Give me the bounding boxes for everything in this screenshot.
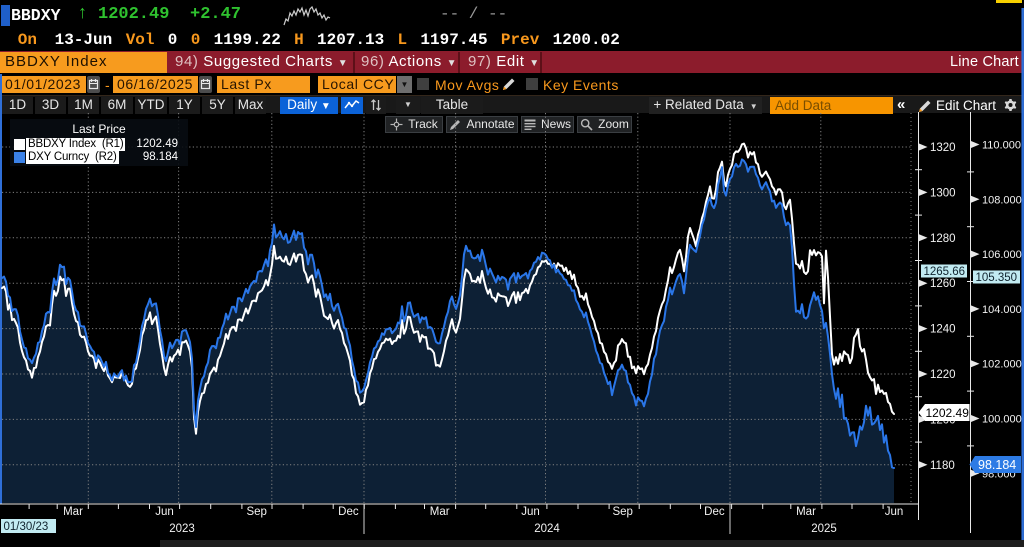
svg-text:100.000: 100.000 [982,414,1022,426]
svg-text:110.000: 110.000 [982,140,1021,152]
svg-text:2023: 2023 [169,523,195,535]
svg-text:Mar: Mar [796,506,816,518]
svg-text:Jun: Jun [885,506,904,518]
svg-text:1220: 1220 [930,369,956,381]
svg-text:1300: 1300 [930,187,956,199]
svg-text:1320: 1320 [930,142,956,154]
svg-text:98.184: 98.184 [978,458,1016,472]
svg-text:Mar: Mar [430,506,450,518]
svg-text:1260: 1260 [930,278,956,290]
svg-text:01/30/23: 01/30/23 [4,521,49,533]
svg-text:1280: 1280 [930,233,956,245]
svg-text:Jun: Jun [521,506,540,518]
svg-text:104.000: 104.000 [982,304,1022,316]
svg-text:Jun: Jun [155,506,174,518]
svg-text:1180: 1180 [930,460,955,472]
svg-text:105.350: 105.350 [976,272,1018,284]
svg-text:1265.66: 1265.66 [924,266,966,278]
svg-text:1202.49: 1202.49 [926,406,970,420]
svg-text:102.000: 102.000 [982,359,1022,371]
svg-text:Sep: Sep [246,506,266,518]
svg-text:108.000: 108.000 [982,194,1022,206]
svg-text:2024: 2024 [534,523,560,535]
svg-text:Mar: Mar [63,506,83,518]
svg-text:Dec: Dec [338,506,359,518]
svg-text:Dec: Dec [704,506,725,518]
svg-text:2025: 2025 [811,523,837,535]
svg-text:106.000: 106.000 [982,249,1022,261]
svg-text:Sep: Sep [612,506,632,518]
svg-text:1240: 1240 [930,324,956,336]
